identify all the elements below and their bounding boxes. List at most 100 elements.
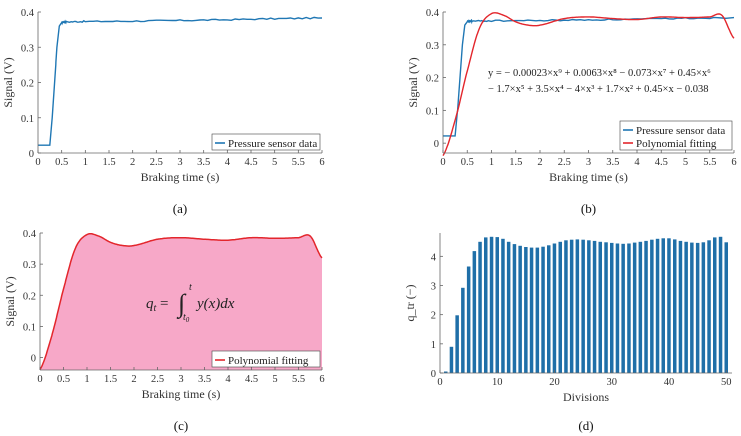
x-tick-label: 4.5: [245, 374, 258, 385]
x-tick-label: 5: [683, 157, 688, 168]
y-tick-label: 0.2: [23, 291, 36, 302]
x-tick-label: 3.5: [198, 374, 211, 385]
legend-entry: Polynomial fitting: [228, 355, 309, 367]
x-axis-label: Braking time (s): [141, 170, 220, 184]
bar-4: [461, 287, 465, 373]
y-tick-label: 0.3: [21, 43, 34, 54]
bar-21: [558, 241, 562, 374]
integrand: y(x)dx: [195, 296, 235, 312]
bar-26: [587, 240, 591, 373]
bar-7: [478, 241, 482, 374]
x-tick-label: 0: [440, 157, 445, 168]
bar-37: [650, 239, 654, 373]
bar-16: [529, 247, 534, 373]
x-tick-label: 4: [634, 157, 640, 168]
panel-label: (c): [174, 418, 188, 433]
x-tick-label: 5.5: [703, 157, 716, 168]
x-axis-label: Divisions: [563, 390, 609, 404]
y-tick-label: 0.2: [21, 79, 34, 90]
bar-33: [627, 243, 631, 373]
equation-line-1: y = − 0.00023×x⁹ + 0.0063×x⁸ − 0.073×x⁷ …: [488, 68, 711, 79]
legend-entry: Pressure sensor data: [636, 125, 725, 137]
x-tick-label: 3.5: [606, 157, 619, 168]
x-tick-label: 0: [437, 377, 442, 388]
bar-46: [701, 242, 706, 373]
legend-entry: Pressure sensor data: [228, 138, 317, 150]
x-tick-label: 4.5: [655, 157, 668, 168]
bar-25: [581, 239, 585, 373]
bar-45: [695, 242, 700, 373]
x-tick-label: 4: [225, 374, 231, 385]
bar-3: [455, 315, 459, 374]
bar-11: [501, 238, 505, 373]
x-tick-label: 1.5: [102, 157, 115, 168]
legend-box: [211, 350, 321, 368]
bar-44: [690, 242, 694, 373]
x-tick-label: 1.5: [509, 157, 522, 168]
bar-39: [661, 238, 665, 374]
y-tick-label: 0.1: [23, 322, 36, 333]
x-tick-label: 1: [84, 374, 89, 385]
bar-23: [569, 239, 574, 373]
integral-upper-limit: t: [189, 282, 192, 293]
y-tick-label: 0.4: [21, 8, 35, 19]
bar-34: [632, 242, 637, 373]
x-tick-label: 30: [607, 377, 618, 388]
series-line-polynomial: [442, 12, 735, 156]
y-tick-label: 4: [431, 252, 437, 263]
x-tick-label: 2.5: [150, 157, 163, 168]
x-axis-label: Braking time (s): [549, 170, 628, 184]
integral-sign: ∫: [176, 289, 187, 319]
y-tick-label: 0: [29, 149, 34, 160]
bar-5: [466, 266, 471, 373]
x-tick-label: 0: [37, 374, 42, 385]
y-tick-label: 0.4: [23, 229, 37, 240]
bar-38: [655, 238, 660, 373]
y-tick-label: 0.1: [21, 114, 34, 125]
chart-panel-d: 0 10 20 30 40 50 0 1 2 3 4 Divisions q_tr (−) (d): [403, 233, 732, 433]
panel-label: (a): [173, 201, 187, 216]
bar-6: [472, 251, 477, 373]
bar-32: [621, 243, 625, 373]
bar-40: [667, 238, 671, 374]
bar-17: [535, 247, 540, 373]
x-tick-label: 5.5: [292, 157, 305, 168]
bar-8: [484, 237, 488, 373]
x-tick-label: 1: [83, 157, 88, 168]
y-tick-label: 2: [431, 311, 436, 322]
y-tick-label: 0: [431, 369, 436, 380]
bar-41: [673, 239, 677, 373]
x-tick-label: 2: [130, 157, 135, 168]
x-tick-label: 1.5: [104, 374, 117, 385]
series-line-polynomial: [39, 232, 323, 370]
y-tick-label: 0: [434, 139, 439, 150]
bar-48: [713, 237, 717, 373]
bar-28: [598, 241, 602, 374]
x-tick-label: 3.5: [197, 157, 210, 168]
x-tick-label: 3: [178, 374, 183, 385]
x-tick-label: 10: [492, 377, 503, 388]
x-tick-label: 4: [225, 157, 231, 168]
bar-47: [707, 240, 711, 373]
x-tick-label: 50: [721, 377, 732, 388]
bar-14: [518, 245, 522, 373]
x-tick-label: 6: [319, 374, 324, 385]
y-tick-label: 0.3: [23, 260, 36, 271]
x-tick-label: 1: [489, 157, 494, 168]
x-tick-label: 20: [549, 377, 560, 388]
bar-20: [552, 243, 557, 373]
bar-35: [638, 241, 643, 374]
bar-43: [684, 241, 688, 374]
x-tick-label: 3: [177, 157, 182, 168]
x-tick-label: 5: [272, 157, 277, 168]
bar-15: [524, 247, 528, 373]
y-tick-label: 1: [431, 340, 436, 351]
y-tick-label: 0.4: [426, 8, 440, 19]
legend-entry: Polynomial fitting: [636, 138, 717, 150]
y-tick-label: 0.3: [426, 41, 439, 52]
bar-36: [644, 240, 648, 373]
x-tick-label: 5: [272, 374, 277, 385]
bar-1: [444, 371, 448, 373]
x-tick-label: 3: [586, 157, 591, 168]
